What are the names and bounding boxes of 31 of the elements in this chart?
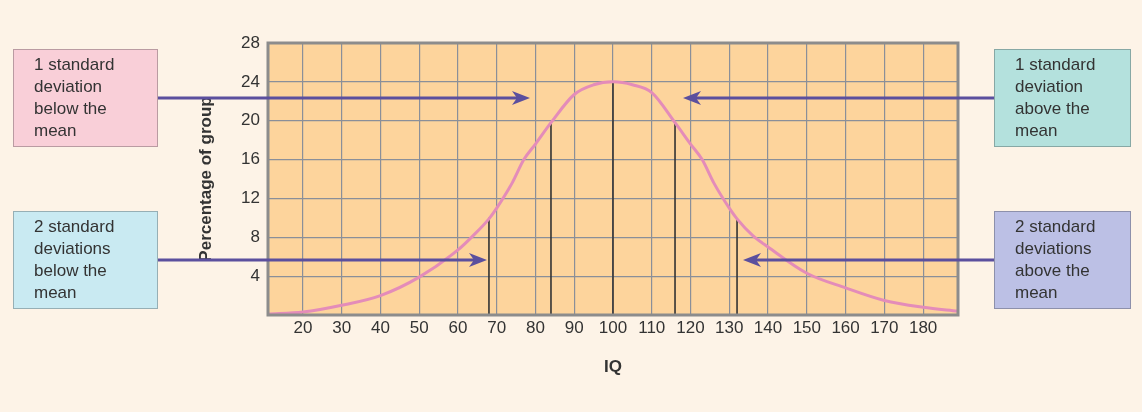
y-tick-label: 12: [241, 188, 260, 208]
y-tick-label: 16: [241, 149, 260, 169]
text: 2 standard deviations below the mean: [13, 211, 158, 309]
text: 1 standard deviation below the mean: [13, 49, 158, 147]
y-tick-label: 4: [250, 265, 260, 285]
x-tick-label: 150: [792, 317, 822, 337]
text: 1 standard deviation above the mean: [994, 49, 1131, 147]
x-tick-label: 180: [908, 317, 938, 337]
x-tick-label: 40: [370, 317, 390, 337]
x-tick-label: 50: [409, 317, 429, 337]
x-tick-label: 60: [448, 317, 468, 337]
x-axis-title: IQ: [604, 357, 622, 377]
x-tick-label: 160: [831, 317, 860, 337]
x-tick-label: 30: [332, 317, 352, 337]
line-series: [268, 80, 958, 315]
x-tick-label: 170: [870, 317, 899, 337]
x-tick-label: 130: [715, 317, 744, 337]
x-tick-label: 110: [638, 317, 666, 337]
x-tick-label: 90: [564, 317, 584, 337]
x-tick-label: 80: [526, 317, 545, 337]
y-tick-label: 24: [241, 71, 260, 91]
x-tick-label: 70: [487, 317, 507, 337]
y-tick-label: 8: [250, 226, 260, 246]
x-tick-label: 100: [598, 317, 628, 337]
y-tick-label: 20: [241, 110, 260, 130]
y-axis-title: Percentage of group: [195, 96, 215, 262]
text: 2 standard deviations above the mean: [994, 211, 1131, 309]
y-tick-label: 28: [241, 32, 260, 52]
x-tick-label: 20: [293, 317, 313, 337]
x-tick-label: 120: [676, 317, 705, 337]
x-tick-label: 140: [753, 317, 783, 337]
